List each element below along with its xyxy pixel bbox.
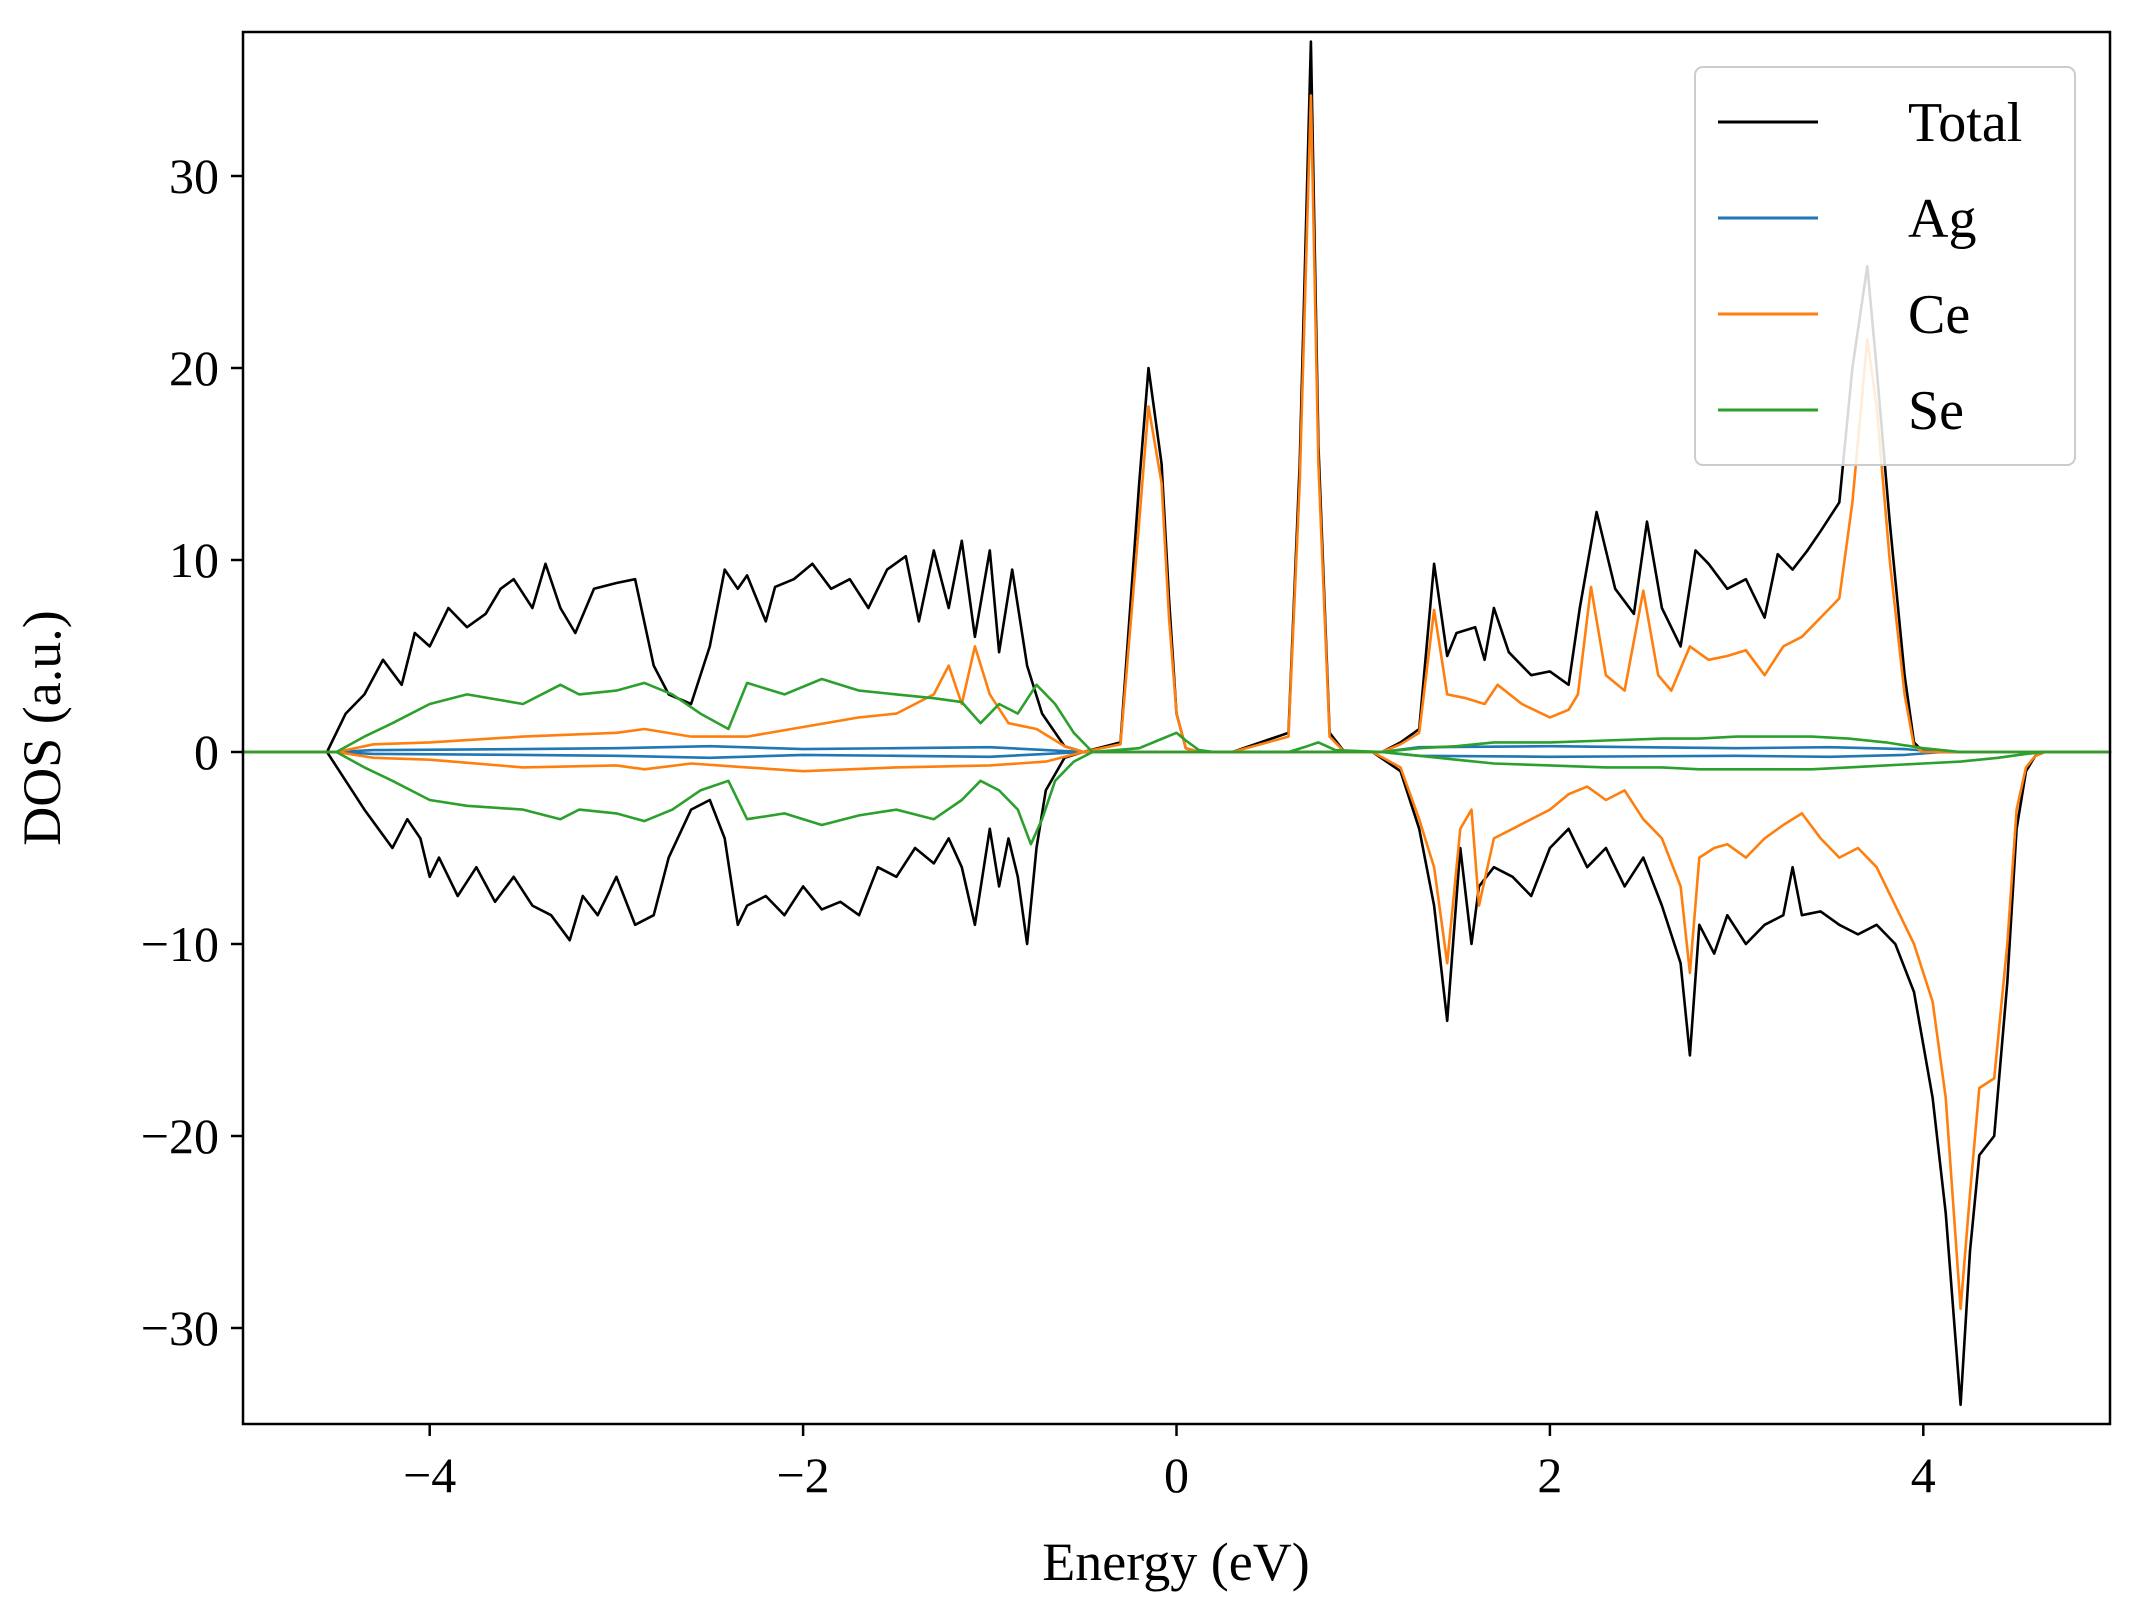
series-line-ag-spin-down [241,750,2112,760]
y-tick-label: 30 [169,148,219,204]
series-line-ce [241,94,2112,754]
x-axis: −4 −2 0 2 4 [403,1424,1936,1503]
series-line-se [241,677,2112,754]
x-axis-title: Energy (eV) [1042,1532,1309,1592]
legend-label-ce: Ce [1908,284,1970,346]
x-tick-label: −4 [403,1447,456,1503]
series-line-ag [241,744,2112,754]
y-tick-label: −10 [141,916,219,972]
legend-label-se: Se [1908,380,1964,442]
series-line-ce-spin-down [241,750,2112,1311]
y-tick-label: −30 [141,1300,219,1356]
x-tick-label: 2 [1537,1447,1562,1503]
legend: Total Ag Ce Se [1694,66,2076,466]
series-line-se-spin-down [241,750,2112,846]
y-axis: −30 −20 −10 0 10 20 30 [141,148,243,1356]
y-tick-label: 0 [194,724,219,780]
x-tick-label: −2 [776,1447,829,1503]
x-tick-label: 4 [1911,1447,1936,1503]
legend-frame [1694,66,2076,466]
series-line-total [241,40,2112,754]
y-tick-label: 10 [169,532,219,588]
y-tick-label: −20 [141,1108,219,1164]
y-tick-label: 20 [169,340,219,396]
legend-items: Total Ag Ce Se [1718,92,2022,442]
x-tick-label: 0 [1164,1447,1189,1503]
legend-label-total: Total [1908,92,2022,154]
legend-label-ag: Ag [1908,188,1976,250]
y-axis-title: DOS (a.u.) [12,610,72,845]
series-layer [241,40,2112,1407]
